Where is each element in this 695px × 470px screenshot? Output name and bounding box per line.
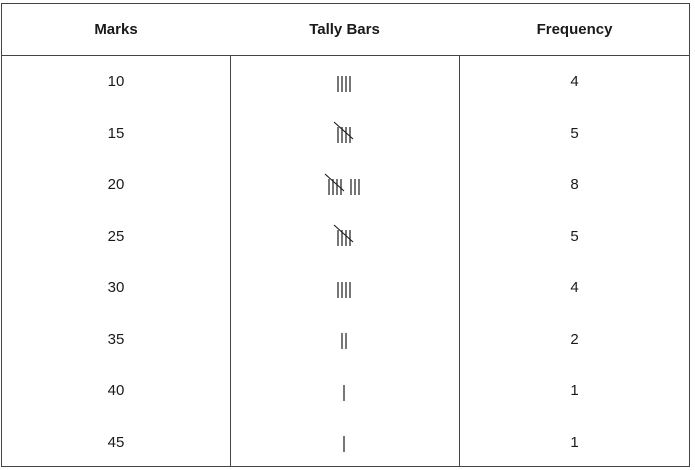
tally-strike — [333, 121, 353, 140]
tally-cell — [230, 159, 459, 211]
tally-marks — [336, 75, 351, 92]
frequency-cell: 4 — [570, 73, 579, 91]
table-row: 45 1 — [2, 417, 689, 469]
header-row: Marks Tally Bars Frequency — [2, 4, 689, 55]
marks-cell: 40 — [107, 382, 125, 400]
table-row: 30 4 — [2, 262, 689, 314]
marks-cell: 25 — [107, 227, 125, 245]
tally-marks — [336, 281, 351, 298]
tally-strike — [333, 224, 353, 243]
frequency-cell: 1 — [570, 433, 579, 451]
table-row: 25 5 — [2, 211, 689, 263]
marks-cell: 10 — [107, 73, 125, 91]
marks-cell: 15 — [107, 124, 125, 142]
column-divider-1 — [230, 55, 231, 466]
frequency-cell: 5 — [570, 124, 579, 142]
column-divider-2 — [459, 55, 460, 466]
frequency-cell: 1 — [570, 382, 579, 400]
frequency-cell: 2 — [570, 330, 579, 348]
marks-cell: 20 — [107, 176, 125, 194]
tally-marks — [333, 224, 353, 247]
frequency-table: Marks Tally Bars Frequency 10 4 15 5 20 … — [1, 3, 690, 467]
frequency-cell: 5 — [570, 227, 579, 245]
table-row: 40 1 — [2, 365, 689, 417]
tally-marks — [333, 121, 353, 144]
tally-cell — [230, 211, 459, 263]
marks-cell: 45 — [107, 433, 125, 451]
tally-cell — [230, 417, 459, 469]
marks-cell: 30 — [107, 279, 125, 297]
tally-marks — [342, 436, 345, 453]
marks-cell: 35 — [107, 330, 125, 348]
tally-cell — [230, 262, 459, 314]
table-row: 10 4 — [2, 56, 689, 108]
header-frequency: Frequency — [536, 21, 613, 38]
table-row: 15 5 — [2, 108, 689, 160]
table-row: 20 8 — [2, 159, 689, 211]
tally-marks — [324, 173, 360, 195]
header-tally-bars: Tally Bars — [309, 21, 380, 38]
frequency-cell: 8 — [570, 176, 579, 194]
tally-cell — [230, 365, 459, 417]
tally-marks — [340, 333, 347, 350]
header-marks: Marks — [94, 21, 138, 38]
tally-strike — [324, 173, 344, 192]
frequency-cell: 4 — [570, 279, 579, 297]
tally-cell — [230, 56, 459, 108]
table-row: 35 2 — [2, 314, 689, 366]
tally-marks — [342, 384, 345, 401]
header-divider — [2, 55, 689, 56]
tally-cell — [230, 108, 459, 160]
tally-cell — [230, 314, 459, 366]
